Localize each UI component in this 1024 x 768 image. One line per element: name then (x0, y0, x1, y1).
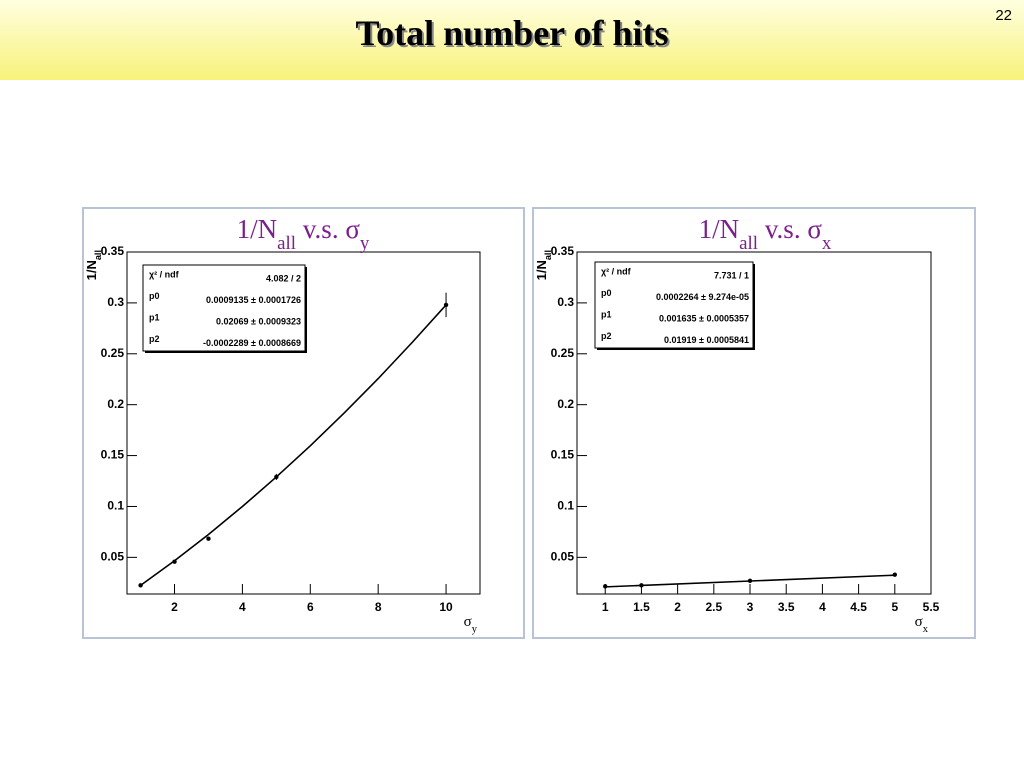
x-tick-label: 2.5 (705, 600, 722, 614)
stats-value: -0.0002289 ± 0.0008669 (203, 338, 301, 348)
x-tick-label: 4.5 (850, 600, 867, 614)
data-point (274, 474, 279, 480)
y-tick-label: 0.25 (101, 346, 125, 360)
stats-value: 7.731 / 1 (714, 270, 749, 280)
x-tick-label: 3 (747, 600, 754, 614)
chart-title-part: v.s. σ (758, 214, 822, 244)
y-axis-label: 1/Nall (84, 250, 103, 280)
chart-title-part: y (360, 233, 370, 254)
data-point (443, 302, 449, 308)
plot-frame (126, 251, 481, 595)
y-tick-label: 0.15 (551, 448, 575, 462)
x-tick-label: 1.5 (633, 600, 650, 614)
stats-label: χ² / ndf (149, 269, 180, 279)
chart-title-part: 1/N (237, 214, 278, 244)
x-axis-label-part: σ (464, 614, 472, 630)
y-tick-label: 0.1 (107, 499, 124, 513)
data-point (892, 572, 898, 577)
plot-frame (576, 251, 932, 595)
stats-label: p2 (601, 331, 612, 341)
y-tick-label: 0.15 (101, 448, 125, 462)
y-tick-label: 0.2 (557, 397, 574, 411)
data-point (639, 583, 644, 588)
x-tick-label: 5 (891, 600, 898, 614)
y-tick-label: 0.3 (107, 295, 124, 309)
data-point (172, 559, 177, 564)
x-axis-label: σy (464, 614, 478, 635)
stats-label: χ² / ndf (601, 266, 632, 276)
x-tick-label: 5.5 (923, 600, 940, 614)
y-tick-label: 0.05 (551, 550, 575, 564)
y-axis-label-part: 1/N (84, 260, 99, 280)
stats-value: 0.001635 ± 0.0005357 (659, 313, 749, 323)
stats-value: 0.01919 ± 0.0005841 (664, 335, 749, 345)
x-tick-label: 4 (239, 600, 246, 614)
x-axis-label: σx (915, 614, 929, 635)
slide-title: Total number of hits (355, 13, 668, 53)
y-tick-label: 0.2 (107, 397, 124, 411)
x-tick-label: 6 (307, 600, 314, 614)
data-point (206, 536, 211, 541)
data-point (138, 583, 143, 588)
y-tick-label: 0.1 (557, 499, 574, 513)
chart-title: 1/Nall v.s. σy (237, 214, 370, 254)
stats-label: p2 (149, 334, 160, 344)
x-axis-label-part: y (472, 624, 478, 635)
x-tick-label: 3.5 (778, 600, 795, 614)
stats-label: p1 (601, 309, 612, 319)
chart-title-part: v.s. σ (296, 214, 360, 244)
data-point (603, 584, 608, 589)
x-tick-label: 2 (674, 600, 681, 614)
y-tick-label: 0.35 (551, 244, 575, 258)
y-axis-label-part: all (93, 250, 103, 260)
stats-label: p0 (601, 288, 612, 298)
chart-title-part: 1/N (699, 214, 740, 244)
y-axis-label: 1/Nall (534, 250, 553, 280)
title-shadow: Total number of hits (357, 15, 670, 55)
data-point (747, 578, 753, 583)
stats-box (594, 261, 754, 349)
y-tick-label: 0.25 (551, 346, 575, 360)
stats-value: 0.0009135 ± 0.0001726 (206, 295, 301, 305)
stats-value: 4.082 / 2 (266, 273, 301, 283)
x-tick-label: 4 (819, 600, 826, 614)
header-band (0, 0, 1024, 80)
x-tick-label: 1 (602, 600, 609, 614)
stats-value: 0.0002264 ± 9.274e-05 (656, 292, 749, 302)
page-number: 22 (995, 7, 1012, 24)
x-axis-label-part: σ (915, 614, 923, 630)
chart-title-part: x (822, 233, 832, 254)
y-axis-label-part: 1/N (534, 260, 549, 280)
stats-value: 0.02069 ± 0.0009323 (216, 316, 301, 326)
x-tick-label: 10 (439, 600, 453, 614)
y-axis-label-part: all (543, 250, 553, 260)
stats-label: p0 (149, 291, 160, 301)
fit-line (140, 304, 447, 586)
chart-title: 1/Nall v.s. σx (699, 214, 832, 254)
y-tick-label: 0.05 (101, 550, 125, 564)
chart-title-part: all (277, 233, 296, 254)
x-tick-label: 2 (171, 600, 178, 614)
y-tick-label: 0.35 (101, 244, 125, 258)
stats-box (142, 264, 306, 352)
chart-title-part: all (739, 233, 758, 254)
y-tick-label: 0.3 (557, 295, 574, 309)
x-tick-label: 8 (375, 600, 382, 614)
x-axis-label-part: x (923, 624, 929, 635)
stats-label: p1 (149, 312, 160, 322)
